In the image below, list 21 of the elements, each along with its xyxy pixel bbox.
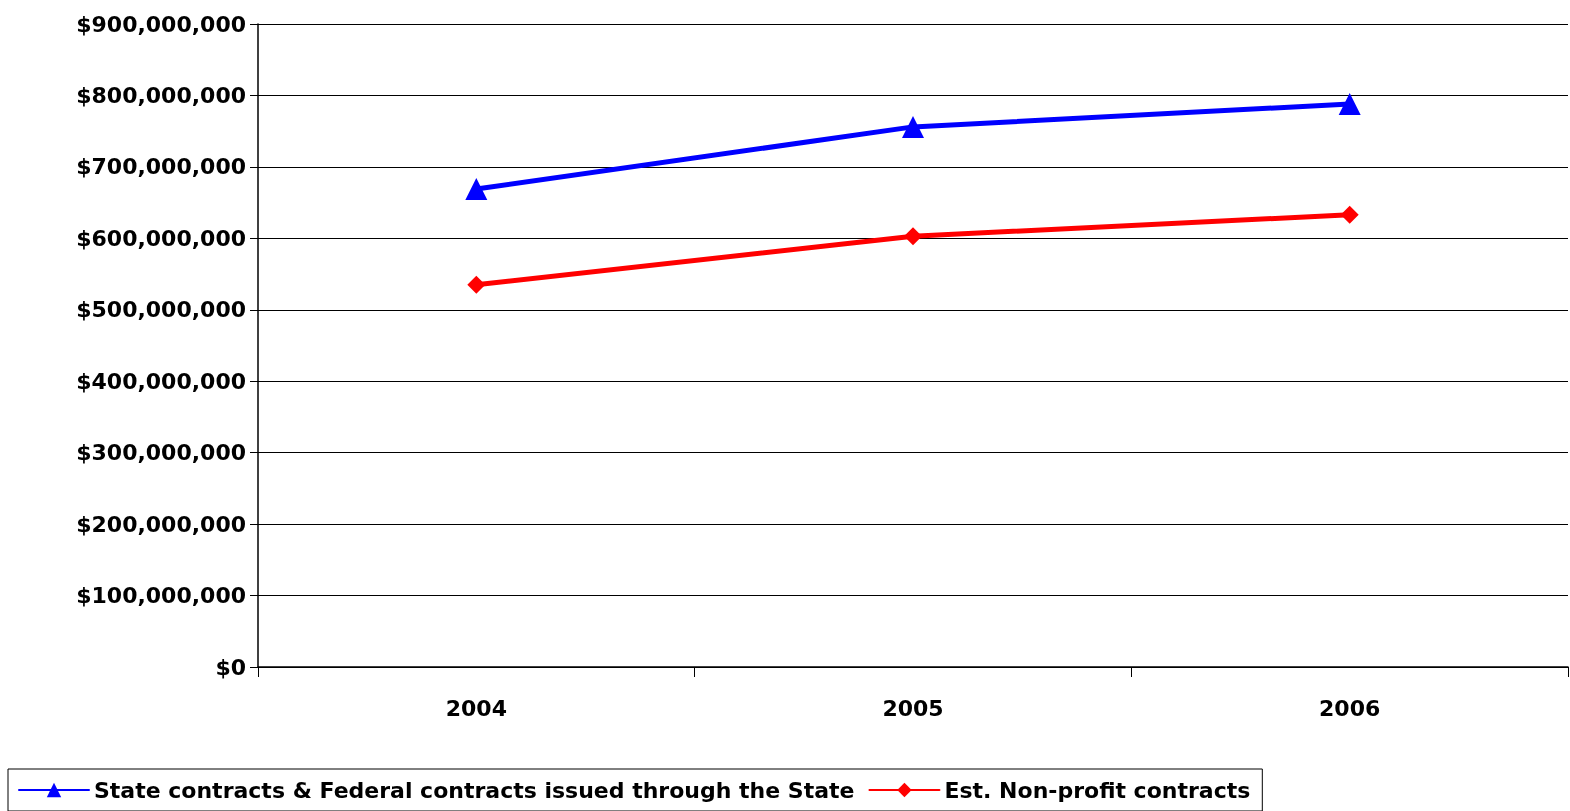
point xyxy=(467,275,486,294)
y-tick-label: $200,000,000 xyxy=(76,511,246,537)
y-tick-label: $300,000,000 xyxy=(76,440,246,466)
legend-label: State contracts & Federal contracts issued through the State xyxy=(94,777,855,803)
legend-label: Est. Non-profit contracts xyxy=(944,777,1251,803)
point xyxy=(1338,93,1361,116)
y-tick-label: $100,000,000 xyxy=(76,583,246,609)
y-tick-label: $900,000,000 xyxy=(76,11,246,37)
point xyxy=(1340,205,1359,224)
y-tick-label: $400,000,000 xyxy=(76,368,246,394)
x-tick-label: 2004 xyxy=(445,695,507,721)
point xyxy=(465,178,488,201)
x-tick-label: 2006 xyxy=(1319,695,1381,721)
y-tick-label: $600,000,000 xyxy=(76,225,246,251)
y-tick-label: $0 xyxy=(215,654,246,680)
x-tick-label: 2005 xyxy=(882,695,944,721)
point xyxy=(904,227,922,246)
point xyxy=(902,115,924,138)
y-tick-label: $700,000,000 xyxy=(76,154,246,180)
y-tick-label: $500,000,000 xyxy=(76,297,246,323)
y-tick-label: $800,000,000 xyxy=(76,82,246,108)
